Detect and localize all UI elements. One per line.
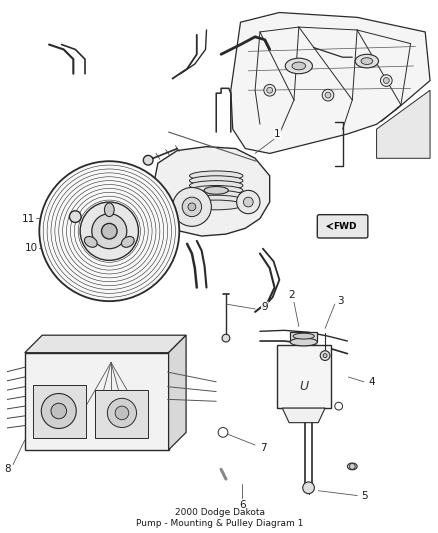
Circle shape xyxy=(383,78,389,84)
Bar xyxy=(290,332,317,342)
Circle shape xyxy=(237,190,260,214)
Ellipse shape xyxy=(190,190,243,200)
FancyBboxPatch shape xyxy=(317,215,368,238)
Ellipse shape xyxy=(292,62,306,70)
Circle shape xyxy=(173,188,212,227)
Text: U: U xyxy=(299,380,308,393)
Text: 9: 9 xyxy=(261,302,268,312)
Text: 8: 8 xyxy=(4,464,11,474)
Circle shape xyxy=(107,398,137,427)
Ellipse shape xyxy=(121,237,134,247)
Circle shape xyxy=(322,90,334,101)
Ellipse shape xyxy=(104,203,114,216)
Text: 10: 10 xyxy=(25,243,38,253)
Text: 3: 3 xyxy=(337,296,344,306)
Circle shape xyxy=(222,334,230,342)
Ellipse shape xyxy=(290,338,317,346)
Circle shape xyxy=(51,403,67,419)
Circle shape xyxy=(320,351,330,360)
Circle shape xyxy=(80,202,138,260)
Ellipse shape xyxy=(285,58,312,74)
Circle shape xyxy=(70,211,81,222)
Text: 2: 2 xyxy=(289,290,295,300)
Circle shape xyxy=(381,75,392,86)
Ellipse shape xyxy=(190,195,243,205)
Text: 2000 Dodge Dakota
Pump - Mounting & Pulley Diagram 1: 2000 Dodge Dakota Pump - Mounting & Pull… xyxy=(136,508,304,528)
Text: 4: 4 xyxy=(368,377,375,387)
Ellipse shape xyxy=(293,333,314,339)
Circle shape xyxy=(264,84,276,96)
Polygon shape xyxy=(169,335,186,450)
Circle shape xyxy=(350,464,355,470)
Circle shape xyxy=(218,427,228,437)
Text: 11: 11 xyxy=(22,214,35,223)
Circle shape xyxy=(41,393,76,429)
Ellipse shape xyxy=(347,463,357,470)
Circle shape xyxy=(182,197,201,216)
Circle shape xyxy=(188,203,196,211)
Bar xyxy=(95,390,148,438)
Circle shape xyxy=(143,156,153,165)
Text: 7: 7 xyxy=(261,443,267,453)
Ellipse shape xyxy=(85,237,97,247)
Ellipse shape xyxy=(361,58,373,64)
Bar xyxy=(32,385,86,438)
Ellipse shape xyxy=(355,54,378,68)
Ellipse shape xyxy=(190,200,243,210)
Polygon shape xyxy=(231,12,430,154)
Text: 5: 5 xyxy=(362,490,368,500)
Bar xyxy=(25,353,169,450)
Circle shape xyxy=(39,161,179,301)
Text: 1: 1 xyxy=(274,129,281,139)
Bar xyxy=(277,345,331,408)
Text: FWD: FWD xyxy=(333,222,356,231)
Polygon shape xyxy=(25,335,186,353)
Polygon shape xyxy=(154,147,270,236)
Circle shape xyxy=(323,354,327,358)
Ellipse shape xyxy=(204,187,228,194)
Text: 6: 6 xyxy=(239,500,246,510)
Circle shape xyxy=(267,87,272,93)
Polygon shape xyxy=(377,90,430,158)
Circle shape xyxy=(102,223,117,239)
Circle shape xyxy=(92,214,127,249)
Ellipse shape xyxy=(190,181,243,190)
Circle shape xyxy=(244,197,253,207)
Circle shape xyxy=(303,482,314,494)
Polygon shape xyxy=(283,408,325,423)
Ellipse shape xyxy=(190,176,243,185)
Ellipse shape xyxy=(190,171,243,181)
Ellipse shape xyxy=(190,185,243,195)
Circle shape xyxy=(115,406,129,420)
Circle shape xyxy=(325,92,331,98)
